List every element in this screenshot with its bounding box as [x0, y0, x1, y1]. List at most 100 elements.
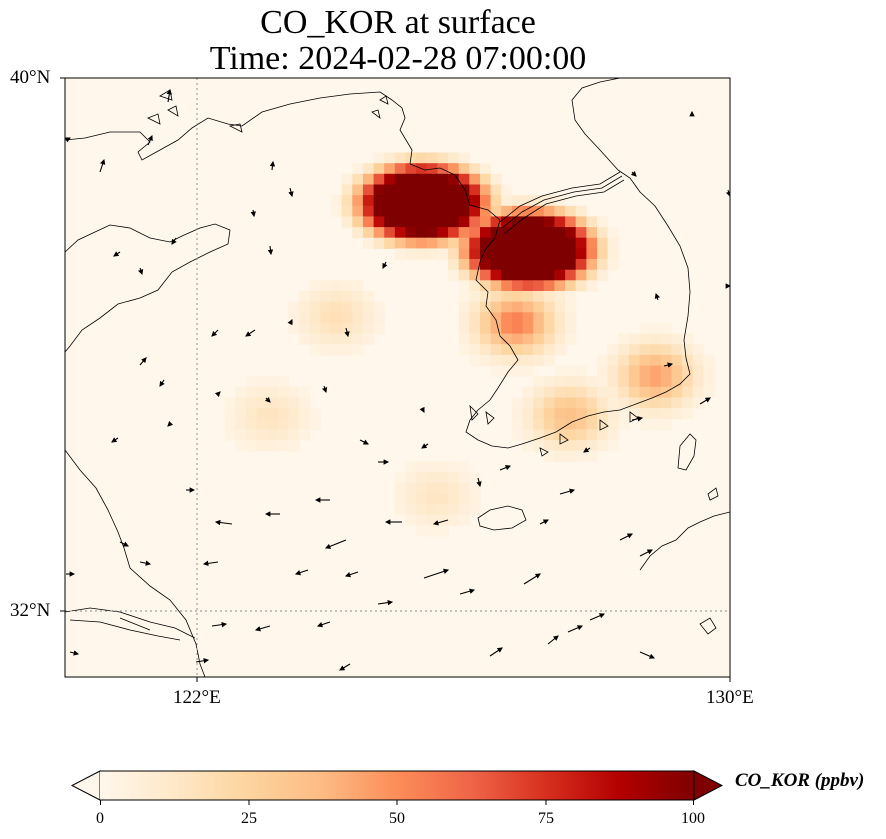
field-cell [554, 291, 566, 303]
field-cell [554, 259, 566, 271]
field-cell [671, 354, 683, 367]
field-cell [309, 333, 321, 345]
field-cell [448, 504, 460, 516]
field-cell [299, 291, 311, 303]
wind-vector-arrow [559, 488, 576, 495]
field-cell [554, 248, 566, 260]
field-cell [309, 408, 321, 420]
field-cell [565, 216, 577, 228]
field-cell [437, 237, 449, 249]
field-cell [490, 259, 502, 271]
field-cell [352, 333, 364, 345]
field-cell [437, 173, 449, 185]
field-cell [501, 227, 513, 239]
coast-china-mid [65, 449, 206, 677]
colorbar [70, 770, 724, 805]
field-cell [522, 248, 534, 260]
field-cell [501, 195, 513, 207]
field-cell [362, 163, 375, 175]
field-cell [490, 205, 502, 217]
field-cell [490, 184, 502, 196]
field-cell [448, 493, 460, 505]
field-cell [671, 386, 683, 398]
field-cell [650, 344, 662, 356]
lat-label-32N: 32°N [10, 600, 51, 621]
field-cell [565, 397, 577, 409]
field-cell [650, 322, 662, 335]
field-cell [607, 418, 619, 430]
field-cell [309, 312, 321, 324]
field-cell [256, 386, 268, 398]
field-cell [480, 291, 492, 303]
field-cell [607, 248, 619, 260]
field-cell [448, 195, 460, 207]
field-cell [469, 301, 481, 313]
jeju-island [477, 505, 527, 531]
field-cell [309, 322, 321, 335]
field-cell [618, 418, 630, 430]
field-cell [650, 386, 662, 398]
field-cell [565, 280, 577, 292]
field-cell [501, 216, 513, 228]
field-cell [224, 397, 236, 409]
field-cell [586, 227, 598, 239]
field-cell [618, 397, 630, 409]
field-cell [299, 397, 311, 409]
field-cell [309, 418, 321, 430]
wind-vector-arrow [344, 327, 350, 338]
field-cell [682, 408, 694, 420]
field-cell [352, 205, 364, 217]
field-cell [267, 418, 279, 430]
field-cell [341, 322, 353, 335]
field-cell [405, 248, 417, 260]
field-cell [458, 504, 470, 516]
field-cell [469, 280, 481, 292]
field-cell [331, 195, 343, 207]
field-cell [256, 418, 268, 430]
field-cell [458, 173, 470, 185]
wind-vector-arrow [211, 621, 228, 628]
field-cell [597, 269, 609, 281]
field-cell [543, 248, 555, 260]
field-cell [501, 248, 513, 260]
field-cell [384, 216, 396, 228]
field-cell [480, 333, 492, 345]
field-cell [256, 440, 268, 452]
field-cell [416, 184, 428, 196]
field-cell [682, 397, 694, 409]
field-cell [607, 440, 619, 452]
field-cell [543, 322, 555, 335]
field-cell [511, 429, 524, 441]
field-cell [448, 248, 460, 260]
map-title: CO_KOR at surface [260, 4, 536, 41]
wind-vector-arrow [69, 650, 80, 656]
wind-vector-arrow [344, 571, 359, 578]
field-cell [639, 386, 651, 398]
field-cell [490, 322, 502, 335]
field-cell [277, 408, 289, 420]
field-cell [362, 173, 375, 185]
wind-vector-arrow [619, 533, 633, 541]
field-cell [341, 173, 353, 185]
field-cell [565, 418, 577, 430]
field-cell [245, 418, 258, 430]
field-cell [458, 205, 470, 217]
lat-label-40N: 40°N [10, 67, 51, 88]
field-cell [394, 227, 406, 239]
field-cell [458, 152, 470, 164]
field-cell [543, 301, 555, 313]
field-cell [490, 280, 502, 292]
field-cell [362, 237, 375, 249]
field-cell [267, 440, 279, 452]
field-cell [511, 195, 524, 207]
map-subtitle-time: Time: 2024-02-28 07:00:00 [209, 40, 587, 77]
field-cell [543, 418, 555, 430]
field-cell [597, 397, 609, 409]
field-cell [522, 429, 534, 441]
field-cell [235, 440, 247, 452]
field-cell [628, 397, 641, 409]
field-cell [639, 344, 651, 356]
field-cell [448, 514, 460, 526]
wind-vector-arrow [631, 416, 644, 422]
field-cell [288, 301, 300, 313]
